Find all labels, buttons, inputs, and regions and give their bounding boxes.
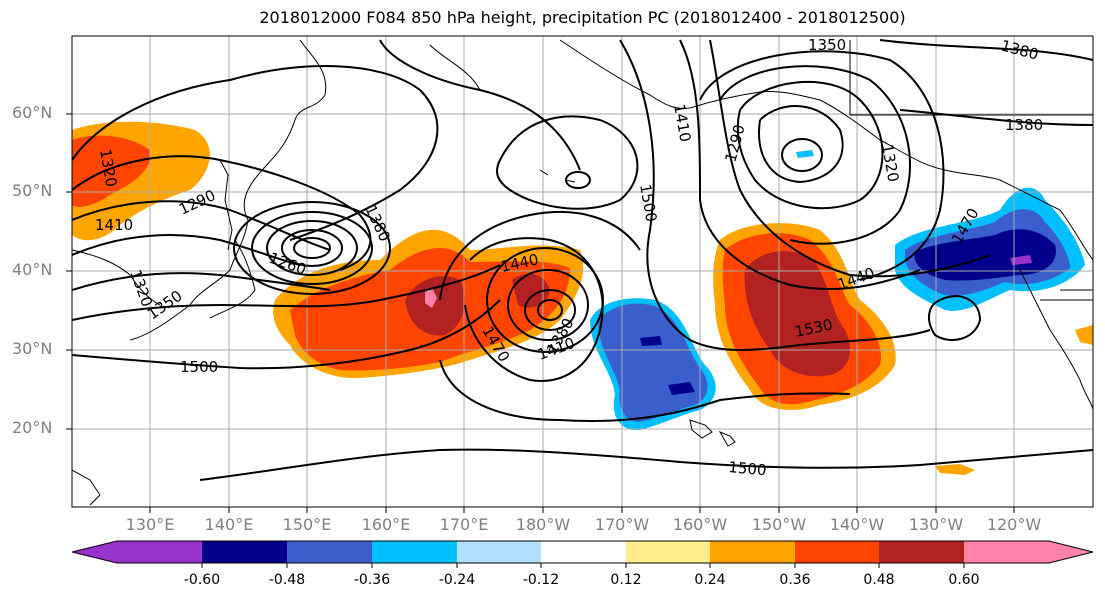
lon-label: 150°E: [282, 515, 332, 534]
colorbar-label: 0.36: [779, 572, 811, 588]
colorbar-segment: [879, 541, 964, 563]
lon-label: 160°W: [672, 515, 728, 534]
lon-label: 150°W: [751, 515, 807, 534]
colorbar-label: -0.24: [438, 572, 476, 588]
precip-positive-central-pacific: [273, 229, 584, 379]
colorbar-segment: [1049, 541, 1093, 563]
map-title: 2018012000 F084 850 hPa height, precipit…: [259, 8, 906, 27]
coastlines: [72, 39, 1093, 506]
colorbar-label: 0.12: [610, 572, 642, 588]
precip-positive-west-asia: [72, 121, 210, 241]
lon-label: 120°W: [986, 515, 1042, 534]
colorbar-segment: [72, 541, 117, 563]
lon-label: 140°E: [204, 515, 254, 534]
colorbar-segment: [710, 541, 795, 563]
colorbar-segment: [117, 541, 202, 563]
contour-label: 1380: [999, 36, 1041, 63]
lon-label: 170°W: [594, 515, 650, 534]
lon-label: 140°W: [829, 515, 885, 534]
contour-label: 1380: [1005, 116, 1043, 134]
colorbar-label: 0.24: [694, 572, 726, 588]
lon-label: 130°E: [125, 515, 175, 534]
colorbar-segment: [372, 541, 457, 563]
colorbar-segment: [541, 541, 626, 563]
lon-label: 160°E: [361, 515, 411, 534]
lat-lon-grid: [72, 36, 1093, 507]
contour-label: 1500: [180, 358, 218, 376]
colorbar-segment: [795, 541, 879, 563]
lat-label: 20°N: [12, 418, 53, 437]
colorbar-label: -0.12: [522, 572, 560, 588]
contour-label: 1350: [808, 36, 846, 54]
lat-label: 40°N: [12, 260, 53, 279]
colorbar-label: 0.48: [863, 572, 895, 588]
colorbar-label: -0.48: [268, 572, 306, 588]
contour-label: 1320: [878, 143, 902, 184]
contour-label: 1500: [636, 183, 660, 224]
axis-ticks: [66, 113, 1015, 513]
lat-label: 60°N: [12, 103, 53, 122]
lon-label: 130°W: [908, 515, 964, 534]
lon-label: 180°W: [515, 515, 571, 534]
precip-negative-subtropical: [590, 298, 716, 431]
contour-label: 1410: [670, 103, 694, 144]
colorbar-label: -0.36: [353, 572, 391, 588]
lon-label: 170°E: [439, 515, 489, 534]
colorbar-segment: [457, 541, 541, 563]
contour-label: 1410: [535, 334, 577, 364]
lat-label: 30°N: [12, 339, 53, 358]
colorbar: [71, 540, 1094, 568]
height-contours: [72, 39, 1093, 481]
colorbar-label: -0.60: [183, 572, 221, 588]
colorbar-label: 0.60: [948, 572, 980, 588]
colorbar-segment: [964, 541, 1049, 563]
colorbar-segment: [287, 541, 372, 563]
lat-label: 50°N: [12, 181, 53, 200]
precip-positive-east-pacific: [713, 223, 1093, 475]
contour-label: 1410: [95, 216, 133, 234]
colorbar-segment: [202, 541, 287, 563]
colorbar-segment: [626, 541, 710, 563]
contour-label: 1500: [728, 458, 768, 479]
